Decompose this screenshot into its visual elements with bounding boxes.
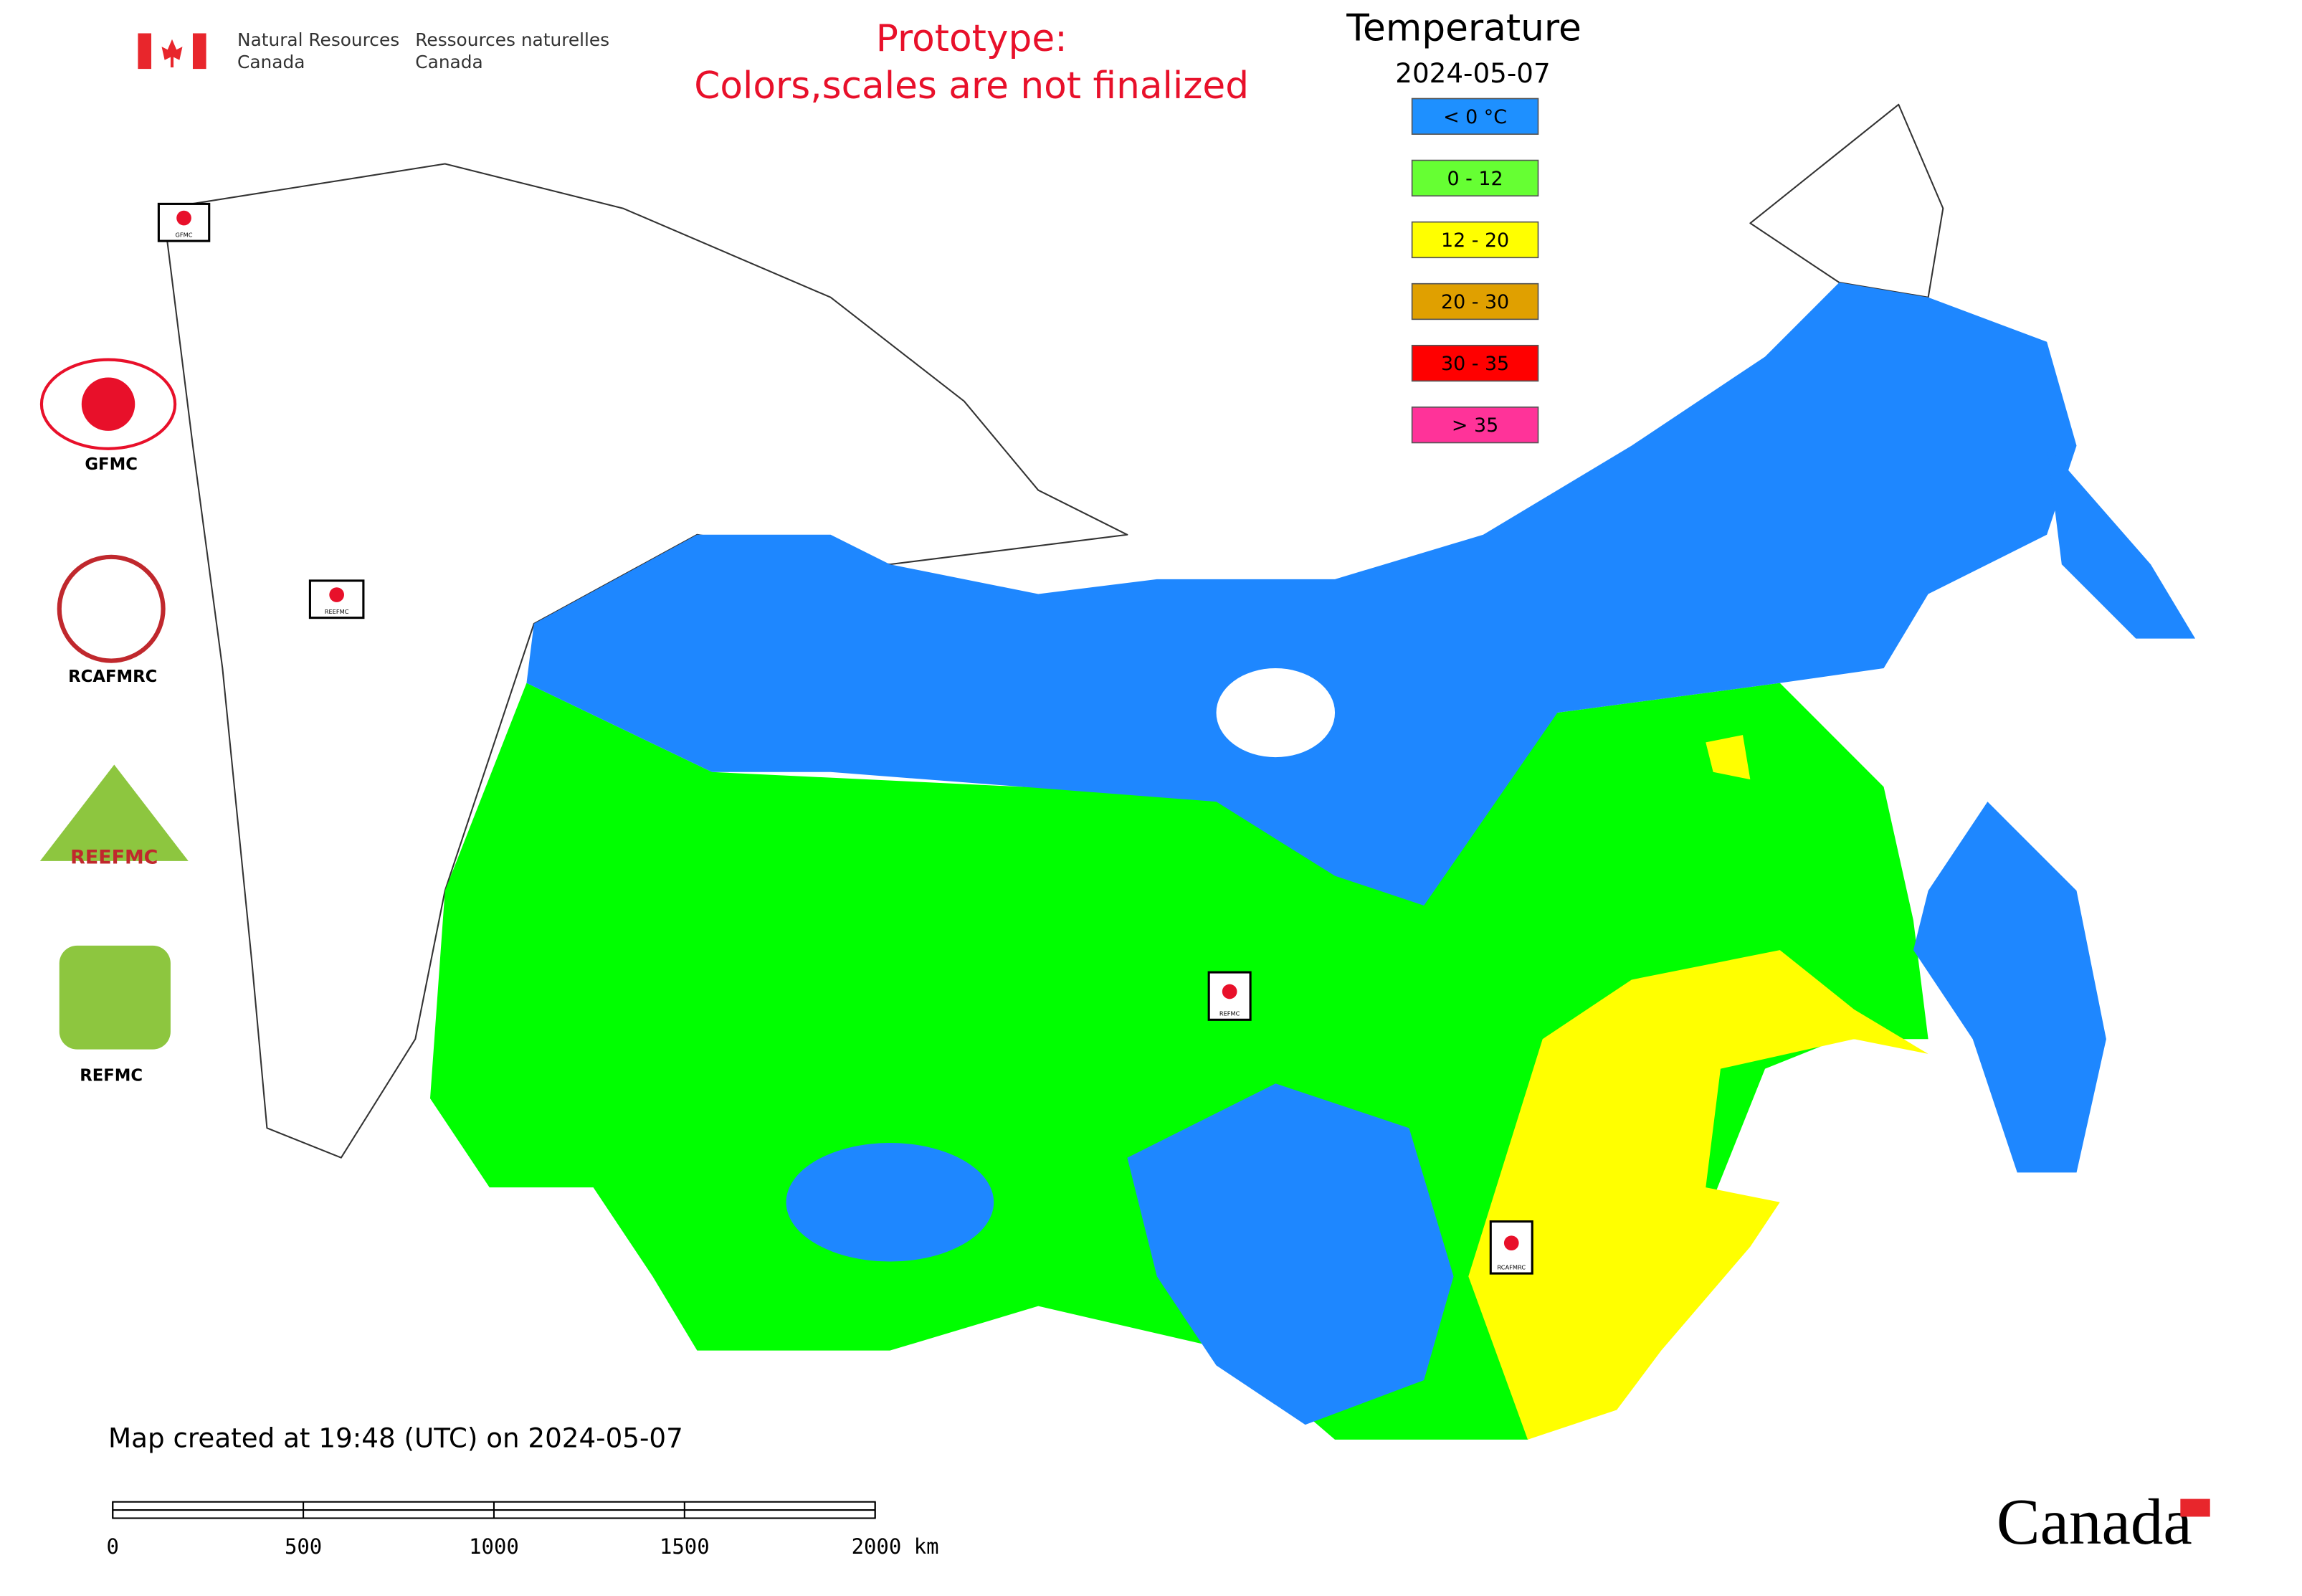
rcafmrc-logo — [57, 554, 166, 663]
marker-icon — [176, 210, 191, 226]
logo-label: REEFMC — [70, 846, 158, 868]
agency-en: Canada — [237, 52, 305, 72]
scale-bar-label: 2000 km — [852, 1534, 939, 1559]
notice: Prototype: — [876, 17, 1067, 60]
logos: GFMC RCAFMRC REEFMC REFMC — [39, 358, 189, 1085]
region-12-20 — [1706, 735, 1751, 780]
flag-bar — [138, 33, 152, 70]
logo-label: REFMC — [80, 1066, 143, 1085]
created-note: Map created at 19:48 (UTC) on 2024-05-07 — [108, 1422, 683, 1453]
legend-label: 30 - 35 — [1441, 353, 1509, 375]
agency-fr: Ressources naturelles — [415, 29, 609, 50]
region-12-20 — [1468, 950, 1928, 1440]
legend-swatch — [1411, 407, 1539, 444]
marker-label: REFMC — [1219, 1010, 1240, 1017]
marker-icon — [1503, 1235, 1519, 1251]
canada-wordmark: Canada — [1997, 1486, 2192, 1558]
legend-swatch — [1411, 344, 1539, 382]
marker-icon — [1222, 984, 1237, 999]
legend-swatch — [1411, 159, 1539, 197]
legend: < 0 °C 0 - 12 12 - 20 20 - 30 30 - 35 > 35 — [1411, 98, 1539, 444]
snow — [1216, 668, 1336, 758]
scale-bar-label: 0 — [107, 1534, 119, 1559]
legend-date: 2024-05-07 — [1395, 57, 1550, 89]
notice: Colors,scales are not finalized — [694, 65, 1249, 108]
scale-bar: 0 500 1000 1500 2000 km — [107, 1501, 939, 1559]
flag-bar — [192, 33, 206, 70]
legend-label: 12 - 20 — [1441, 229, 1509, 252]
refmc-logo — [59, 945, 171, 1050]
region-below-0 — [2047, 445, 2196, 639]
legend-label: 20 - 30 — [1441, 291, 1509, 313]
legend-title: Temperature — [1346, 6, 1582, 49]
agency-fr: Canada — [415, 52, 482, 72]
scale-bar-label: 1500 — [660, 1534, 710, 1559]
gfmc-logo — [39, 358, 177, 450]
map-markers: GFMC REEFMC REFMC RCAFMRC — [157, 202, 1533, 1275]
legend-swatch — [1411, 282, 1539, 320]
wordmark-flag — [2180, 1498, 2210, 1517]
marker-label: RCAFMRC — [1497, 1263, 1526, 1270]
marker-label: REEFMC — [325, 608, 349, 615]
region-below-0 — [1913, 802, 2106, 1173]
scale-bar-label: 1000 — [469, 1534, 519, 1559]
legend-label: > 35 — [1452, 414, 1498, 437]
reefmc-logo — [39, 764, 189, 861]
legend-label: 0 - 12 — [1447, 168, 1503, 190]
map — [162, 103, 2196, 1440]
gfmc-logo — [81, 377, 135, 431]
marker-icon — [329, 587, 344, 602]
region-below-0 — [786, 1143, 994, 1262]
scale-bar-label: 500 — [285, 1534, 322, 1559]
legend-swatch — [1411, 221, 1539, 259]
region-below-0 — [526, 282, 2077, 906]
marker-box — [1489, 1220, 1533, 1275]
region-below-0 — [1127, 1083, 1454, 1425]
chukotka-outline — [1749, 103, 1944, 298]
legend-label: < 0 °C — [1443, 106, 1507, 128]
logo-label: RCAFMRC — [68, 668, 157, 686]
marker-label: GFMC — [176, 231, 193, 238]
logo-label: GFMC — [85, 455, 138, 474]
maple-leaf — [161, 39, 183, 68]
legend-swatch — [1411, 98, 1539, 135]
agency-en: Natural Resources — [237, 29, 399, 50]
nrcan-signature: Natural Resources Canada Ressources natu… — [138, 29, 609, 72]
